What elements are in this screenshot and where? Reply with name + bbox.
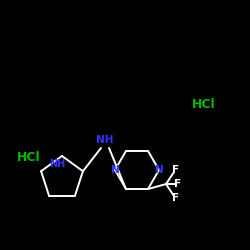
Text: F: F (172, 165, 180, 175)
Text: HCl: HCl (17, 151, 40, 164)
Text: N: N (110, 165, 120, 175)
Text: F: F (174, 179, 182, 189)
Text: F: F (172, 193, 180, 203)
Text: N: N (154, 165, 164, 175)
Text: NH: NH (96, 135, 114, 145)
Text: NH: NH (49, 159, 65, 169)
Text: HCl: HCl (192, 98, 216, 112)
